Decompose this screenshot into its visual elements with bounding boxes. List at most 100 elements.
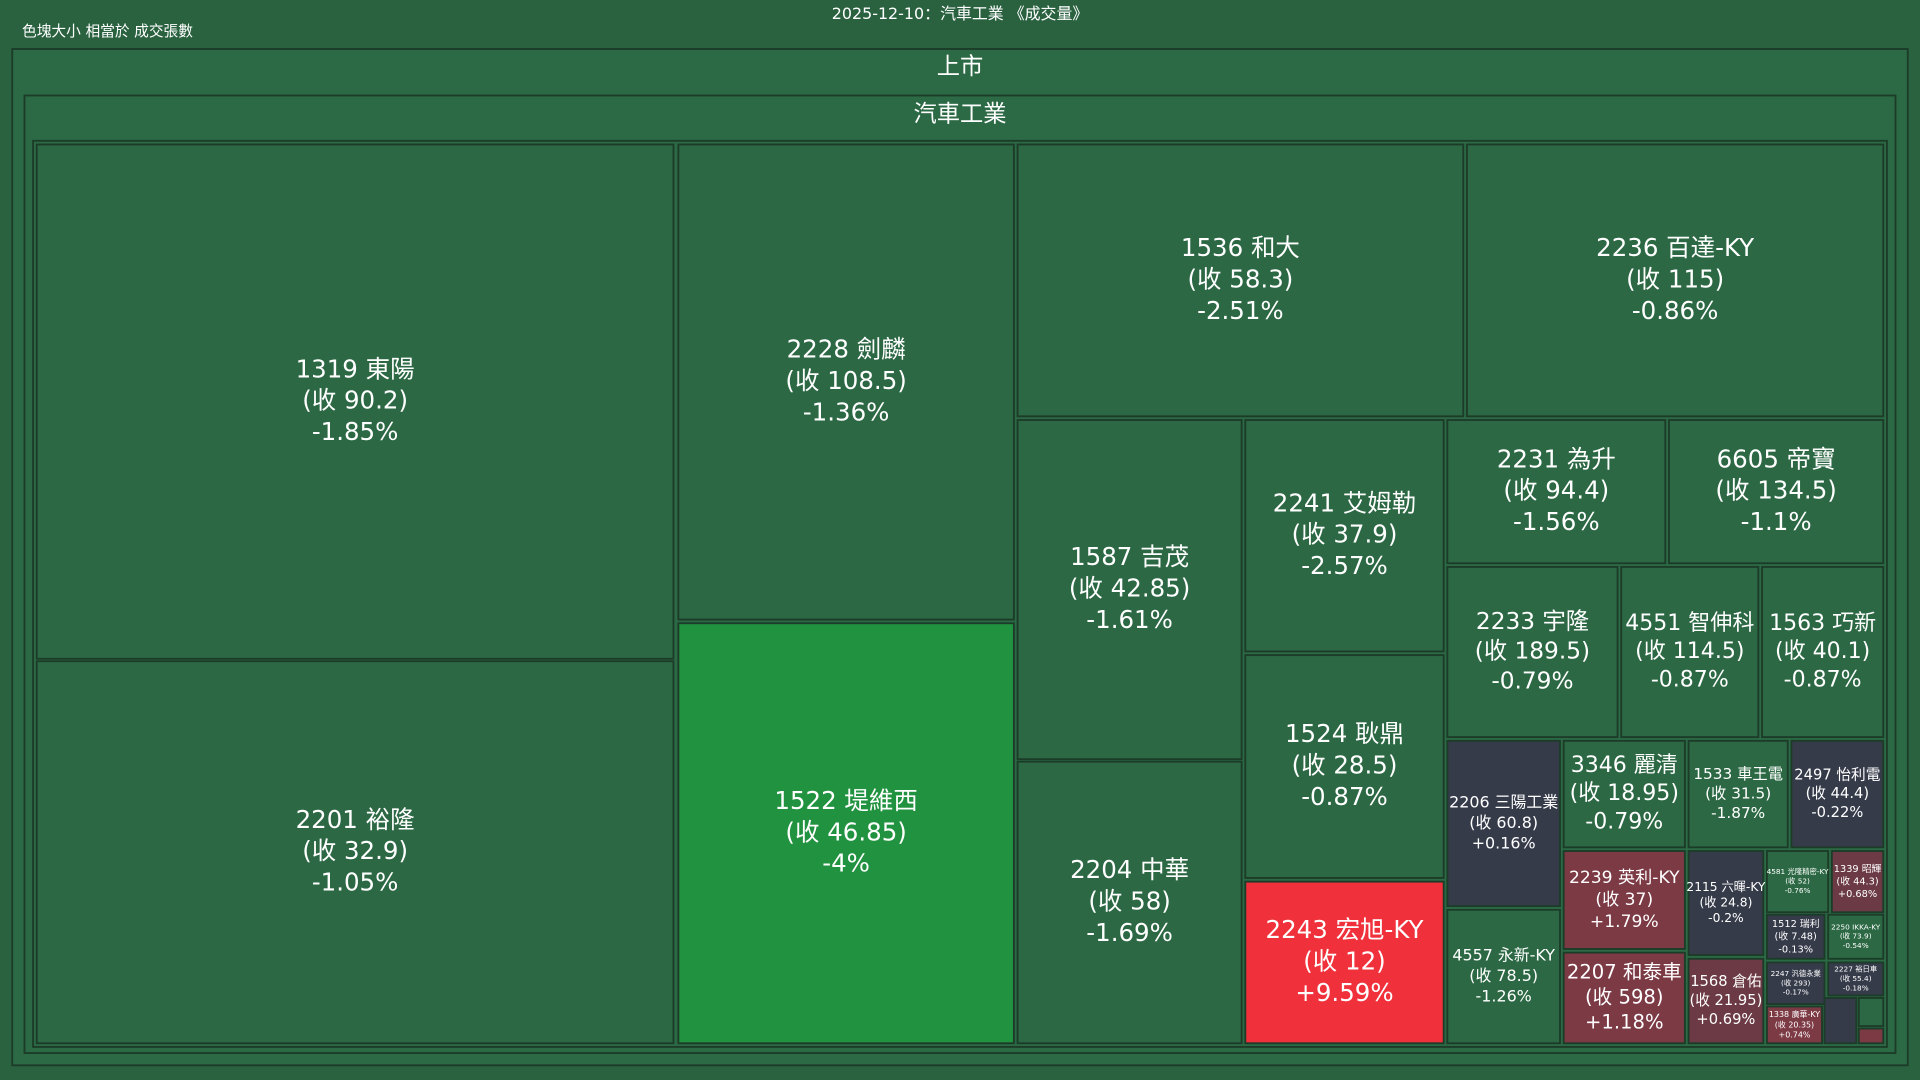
stock-tile	[1687, 850, 1765, 957]
tile-name: 2497 怡利電	[1794, 766, 1880, 783]
tile-close: (收 12)	[1303, 946, 1385, 975]
tile-change: -0.17%	[1783, 988, 1809, 997]
stock-tile	[1687, 957, 1765, 1045]
tile-change: -0.18%	[1843, 983, 1869, 992]
tile-close: (收 58)	[1088, 886, 1170, 915]
stock-tile	[1016, 419, 1243, 761]
tile-change: -0.87%	[1301, 782, 1388, 811]
tile-name: 4551 智伸科	[1625, 611, 1754, 636]
tile-close: (收 42.85)	[1069, 574, 1190, 603]
tile-name: 2239 英利-KY	[1569, 868, 1680, 888]
tile-change: +1.79%	[1590, 912, 1659, 932]
tile-name: 2206 三陽工業	[1449, 793, 1558, 812]
tile-close: (收 7.48)	[1775, 930, 1817, 943]
stock-tile	[1016, 760, 1243, 1045]
tile-close: (收 40.1)	[1775, 639, 1870, 664]
tile-name: 2247 汎德永業	[1771, 969, 1822, 978]
tile-name: 1339 昭輝	[1834, 863, 1882, 875]
stock-tile	[35, 660, 675, 1045]
tile-change: -1.69%	[1086, 918, 1173, 947]
tile-name: 2231 為升	[1497, 444, 1616, 473]
tile-change: -1.05%	[312, 868, 399, 897]
tiles: 1319 東陽 (收 90.2)-1.85% 2201 裕隆(收 32.9) -1.0…	[35, 143, 1885, 1045]
tile-change: -0.13%	[1778, 944, 1813, 955]
stock-tile	[1761, 566, 1885, 739]
tile-close: (收 293)	[1781, 978, 1811, 987]
stock-tile	[1830, 850, 1885, 914]
tile-close: (收 37)	[1595, 890, 1653, 910]
tile-change: +0.69%	[1696, 1011, 1755, 1028]
tile-name: 1319 東陽	[296, 354, 415, 383]
tile-change: -2.57%	[1301, 551, 1388, 580]
tile-name: 2201 裕隆	[296, 805, 415, 834]
stock-tile	[1827, 961, 1885, 997]
tile-change: -1.61%	[1086, 605, 1173, 634]
tile-close: (收 44.3)	[1836, 875, 1878, 888]
tile-name: 3346 麗清	[1571, 753, 1678, 778]
tile-close: (收 44.4)	[1806, 785, 1870, 802]
tile-change: -0.87%	[1784, 667, 1862, 692]
tile-name: 1524 耿鼎	[1285, 719, 1404, 748]
tile-change: -0.79%	[1491, 667, 1573, 694]
stock-tile	[1446, 739, 1561, 908]
tile-name: 1587 吉茂	[1070, 542, 1189, 571]
stock-tile	[1446, 566, 1619, 739]
tile-name: 1568 倉佑	[1690, 973, 1762, 990]
stock-tile	[1466, 143, 1885, 418]
tile-close: (收 52)	[1785, 877, 1810, 886]
tiny-tile	[1857, 1027, 1885, 1045]
tile-close: (收 114.5)	[1635, 639, 1744, 664]
tile-close: (收 94.4)	[1503, 476, 1609, 505]
tile-change: -0.79%	[1585, 809, 1663, 834]
stock-tile	[1766, 961, 1826, 1005]
tile-close: (收 32.9)	[302, 836, 408, 865]
stock-tile	[1244, 419, 1445, 653]
tile-name: 4581 光隆精密-KY	[1767, 867, 1829, 876]
tile-change: -1.26%	[1476, 986, 1532, 1005]
tile-change: -1.87%	[1711, 804, 1765, 822]
stock-tile	[1446, 419, 1667, 565]
tile-change: -2.51%	[1197, 296, 1284, 325]
tile-change: -1.56%	[1513, 507, 1600, 536]
stock-tile	[1016, 143, 1465, 418]
tile-name: 6605 帝寶	[1717, 444, 1836, 473]
tile-name: 1533 車王電	[1693, 765, 1783, 783]
tile-close: (收 20.35)	[1775, 1019, 1814, 1029]
tile-close: (收 31.5)	[1705, 785, 1771, 803]
tile-name: 2204 中華	[1070, 855, 1189, 884]
tile-change: -0.76%	[1785, 886, 1811, 895]
stock-tile	[1562, 850, 1686, 950]
stock-tile	[1446, 908, 1561, 1045]
tile-change: -4%	[822, 849, 870, 878]
tile-change: -0.86%	[1632, 296, 1719, 325]
stock-tile	[1244, 654, 1445, 879]
tile-change: -0.2%	[1708, 911, 1744, 925]
tile-change: +0.16%	[1472, 833, 1536, 852]
stock-tile	[35, 143, 675, 660]
page-title: 2025-12-10：汽車工業 《成交量》	[832, 4, 1089, 23]
stock-tile	[1790, 739, 1885, 849]
tile-change: -0.54%	[1843, 941, 1869, 950]
tiny-tile	[1823, 997, 1858, 1045]
tile-change: +1.18%	[1585, 1011, 1664, 1034]
stock-tile	[677, 622, 1015, 1045]
market-label: 上市	[937, 53, 984, 80]
tile-change: +9.59%	[1295, 978, 1393, 1007]
tile-close: (收 28.5)	[1292, 751, 1398, 780]
tile-close: (收 21.95)	[1689, 992, 1762, 1009]
industry-label: 汽車工業	[913, 101, 1006, 128]
tile-name: 2115 六暉-KY	[1686, 880, 1765, 894]
tile-name: 1536 和大	[1181, 233, 1300, 262]
stock-tile	[1620, 566, 1760, 739]
tile-change: -0.22%	[1811, 804, 1863, 821]
tile-name: 2233 宇隆	[1476, 608, 1589, 635]
tile-close: (收 18.95)	[1570, 781, 1679, 806]
stock-tile	[1562, 951, 1686, 1045]
stock-tile	[1766, 913, 1826, 960]
stock-tile	[677, 143, 1015, 621]
tile-close: (收 24.8)	[1699, 896, 1752, 910]
tile-close: (收 73.9)	[1840, 932, 1872, 941]
tile-close: (收 90.2)	[302, 386, 408, 415]
tile-name: 2243 宏旭-KY	[1266, 915, 1424, 944]
